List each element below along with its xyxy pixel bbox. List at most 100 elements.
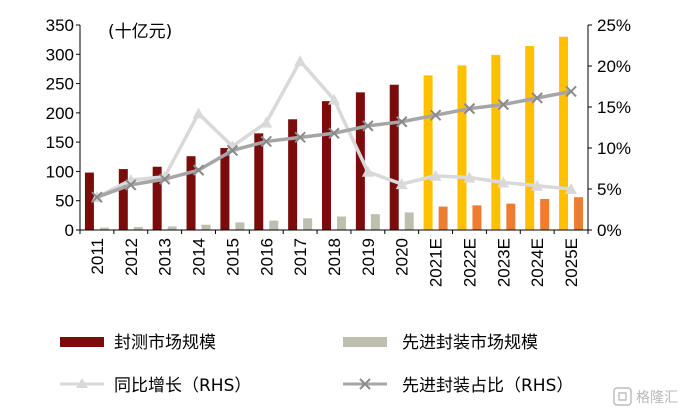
x-tick-1: 2012	[122, 238, 141, 276]
watermark-text: 格隆汇	[636, 390, 678, 406]
legend-marker-3	[359, 378, 371, 390]
bar-s1-8	[370, 214, 380, 230]
legend-swatch-0	[60, 337, 104, 347]
point-share-11	[463, 102, 476, 115]
x-tick-3: 2014	[190, 238, 209, 276]
legend-swatch-1	[343, 337, 387, 347]
x-tick-5: 2016	[257, 238, 276, 276]
point-share-8	[362, 120, 374, 132]
x-tick-7: 2018	[325, 238, 344, 276]
watermark: 格隆汇	[613, 387, 678, 406]
plot-area	[84, 36, 584, 231]
bar-s1-4	[235, 222, 245, 230]
point-share-13	[531, 92, 543, 104]
bar-s0-13	[525, 46, 535, 231]
point-share-12	[497, 98, 510, 111]
point-share-14	[565, 85, 577, 98]
point-growth-5	[260, 116, 273, 128]
legend-item-2: 同比增长（RHS）	[60, 376, 251, 396]
bar-s1-9	[404, 212, 414, 230]
y-left-tick-3: 150	[46, 133, 74, 152]
bar-s0-0	[84, 172, 94, 230]
bar-s0-11	[457, 65, 467, 231]
point-growth-11	[463, 171, 476, 183]
x-tick-6: 2017	[291, 238, 310, 276]
x-tick-9: 2020	[393, 238, 412, 276]
y-right-tick-4: 20%	[597, 57, 631, 76]
bar-s1-11	[472, 205, 482, 230]
point-share-6	[294, 131, 306, 144]
y-left-tick-5: 250	[46, 75, 74, 94]
legend-label-1: 先进封装市场规模	[402, 333, 538, 353]
bar-s0-6	[288, 119, 298, 230]
y-right-tick-0: 0%	[597, 221, 622, 240]
bar-s1-0	[99, 227, 109, 230]
bar-s1-12	[506, 203, 516, 230]
point-share-2	[158, 173, 171, 185]
bar-s1-10	[438, 206, 448, 230]
bar-s1-1	[133, 227, 143, 230]
bar-s0-8	[355, 92, 365, 230]
bar-s0-2	[152, 166, 162, 230]
legend-item-1: 先进封装市场规模	[343, 333, 538, 353]
point-share-10	[429, 109, 442, 121]
x-tick-13: 2024E	[528, 238, 547, 287]
bar-s1-3	[201, 224, 211, 230]
x-tick-12: 2023E	[494, 238, 513, 287]
point-growth-7	[328, 93, 340, 105]
point-growth-9	[395, 178, 408, 190]
y-left-tick-0: 0	[65, 221, 74, 240]
legend-item-3: 先进封装占比（RHS）	[343, 376, 573, 396]
bar-s1-7	[337, 216, 346, 230]
unit-label: (十亿元)	[108, 22, 172, 42]
bar-s0-3	[186, 156, 196, 230]
x-tick-2: 2013	[156, 238, 175, 276]
bar-s0-14	[559, 36, 569, 230]
point-growth-13	[531, 179, 544, 191]
point-share-1	[125, 179, 137, 191]
legend-marker-2	[76, 378, 88, 388]
point-share-3	[192, 164, 205, 176]
y-right-tick-5: 25%	[597, 16, 631, 35]
gelonghui-logo-icon	[613, 387, 632, 406]
point-growth-8	[361, 165, 374, 177]
x-tick-8: 2019	[359, 238, 378, 276]
y-right-tick-2: 10%	[597, 139, 631, 158]
bar-s0-10	[423, 75, 433, 230]
point-growth-3	[192, 107, 205, 119]
y-left-tick-4: 200	[46, 104, 74, 123]
y-right-tick-3: 15%	[597, 98, 631, 117]
y-left-tick-6: 300	[46, 45, 74, 64]
bar-s0-5	[254, 133, 264, 230]
bar-s0-9	[389, 84, 399, 230]
bar-s1-2	[167, 226, 177, 230]
legend-item-0: 封测市场规模	[60, 333, 216, 353]
x-tick-11: 2022E	[460, 238, 479, 287]
x-tick-4: 2015	[223, 238, 242, 276]
x-tick-10: 2021E	[427, 238, 446, 287]
point-growth-14	[565, 183, 578, 194]
point-share-4	[226, 144, 239, 157]
point-growth-10	[429, 169, 442, 181]
legend-label-2: 同比增长（RHS）	[114, 376, 251, 396]
y-right-tick-1: 5%	[597, 180, 622, 199]
bar-s0-7	[322, 101, 331, 231]
bar-s1-13	[540, 198, 550, 230]
axes: 0 50 100 150 200 250 300 350 0% 5% 10% 15% 20% 25% 201…	[46, 16, 631, 287]
bar-s0-12	[491, 54, 501, 230]
y-left-tick-2: 100	[46, 162, 74, 181]
point-share-7	[328, 127, 340, 139]
y-left-tick-7: 350	[46, 16, 74, 35]
point-growth-6	[294, 55, 307, 67]
y-left-tick-1: 50	[55, 192, 74, 211]
bar-s0-1	[118, 169, 128, 230]
legend-label-0: 封测市场规模	[114, 333, 216, 353]
point-share-0	[91, 191, 103, 203]
point-share-9	[396, 116, 408, 128]
bar-s1-14	[574, 197, 584, 230]
x-tick-0: 2011	[88, 238, 107, 275]
point-share-5	[260, 135, 272, 148]
bar-s0-4	[220, 148, 230, 230]
bar-s1-5	[269, 220, 279, 230]
